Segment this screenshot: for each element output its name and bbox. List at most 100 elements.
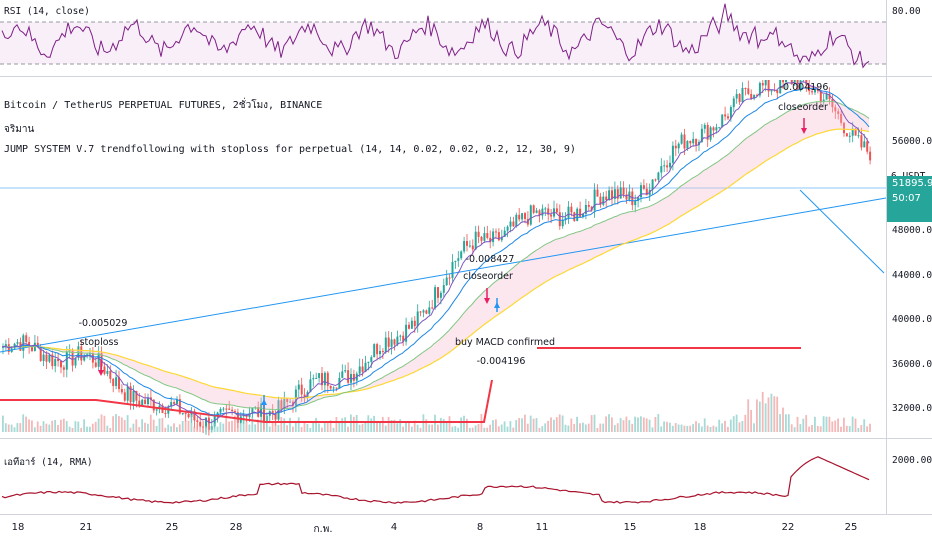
candle-body [411,321,413,329]
volume-bar [423,414,425,432]
candle-body [736,94,738,99]
volume-bar [553,420,555,432]
atr-pane[interactable]: เอทีอาร์ (14, RMA) 2000.00 [0,440,932,514]
atr-legend[interactable]: เอทีอาร์ (14, RMA) [4,455,93,470]
candle-body [144,400,146,404]
volume-bar [301,427,303,432]
candle-body [362,367,364,372]
volume-bar [8,425,10,433]
volume-bar [220,422,222,432]
candle-body [66,351,68,369]
pane-separator[interactable] [0,438,932,439]
candle-body [710,127,712,139]
volume-bar [614,425,616,432]
rsi-level-label: 80.00 [892,6,921,17]
volume-bar [28,419,30,432]
volume-bar [211,426,213,432]
volume-bar [60,420,62,432]
candle-body [43,355,45,361]
candle-body [620,187,622,198]
candle-body [739,94,741,102]
volume-bar [298,417,300,432]
volume-bar [191,415,193,432]
volume-bar [222,424,224,432]
strategy-legend[interactable]: JUMP SYSTEM V.7 trendfollowing with stop… [4,144,576,155]
volume-bar [573,424,575,432]
volume-bar [562,416,564,433]
volume-bar [486,428,488,432]
volume-bar [541,426,543,432]
volume-bar [411,427,413,432]
volume-bar [817,426,819,432]
price-pane[interactable]: Bitcoin / TetherUS PERPETUAL FUTURES, 2ช… [0,80,932,436]
trade2-label: closeorder [463,271,513,282]
candle-body [849,136,851,137]
volume-bar [594,415,596,432]
volume-bar [121,418,123,433]
candle-body [382,351,384,352]
candle-body [666,165,668,167]
trend-line-down [800,190,884,273]
volume-bar [159,419,161,433]
candle-body [869,152,871,161]
volume-bar [689,426,691,432]
volume-bar [568,426,570,433]
chart-title[interactable]: Bitcoin / TetherUS PERPETUAL FUTURES, 2ช… [4,98,322,113]
volume-bar [510,421,512,432]
volume-bar [800,424,802,432]
candle-body [370,357,372,362]
candle-body [655,179,657,180]
candle-body [115,377,117,386]
candles-group [2,80,871,435]
volume-bar [707,426,709,433]
volume-bar [684,426,686,432]
volume-bar [750,410,752,432]
rsi-legend[interactable]: RSI (14, close) [4,6,90,17]
volume-bar [150,415,152,432]
volume-bar [449,416,451,432]
volume-bar [591,415,593,432]
volume-bar [19,423,21,432]
price-tick: 56000.00 [892,136,932,147]
candle-body [507,227,509,231]
volume-bar [2,416,4,432]
volume-bar [382,417,384,432]
volume-bar [292,427,294,432]
volume-bar [718,420,720,432]
price-tick: 40000.00 [892,314,932,325]
volume-bar [498,426,500,432]
candle-body [301,385,303,395]
volume-bar [736,415,738,432]
trade4-value: -0.004196 [780,82,829,93]
volume-bar [869,424,871,432]
volume-bar [655,417,657,432]
candle-body [510,222,512,227]
rsi-pane[interactable]: RSI (14, close) 80.00 [0,0,932,76]
price-tick: 32000.00 [892,403,932,414]
volume-bar [544,423,546,432]
candle-body [724,115,726,117]
candle-body [689,141,691,143]
volume-bar [260,422,262,432]
rsi-band [0,22,886,64]
volume-bar [472,428,474,432]
volume-bar [536,418,538,432]
volume-bar [852,417,854,432]
volume-bar [843,418,845,432]
volume-bar [196,423,198,432]
candle-body [127,386,129,400]
candle-body [434,287,436,308]
pane-separator[interactable] [0,76,932,77]
volume-bar [48,425,50,432]
volume-bar [385,426,387,432]
volume-bar [202,426,204,432]
volume-bar [611,417,613,432]
volume-bar [597,428,599,432]
volume-bar [762,392,764,432]
volume-bar [214,423,216,432]
candle-body [541,209,543,216]
candle-body [95,363,97,367]
volume-bar [156,426,158,432]
volume-bar [89,427,91,432]
candle-body [460,251,462,258]
